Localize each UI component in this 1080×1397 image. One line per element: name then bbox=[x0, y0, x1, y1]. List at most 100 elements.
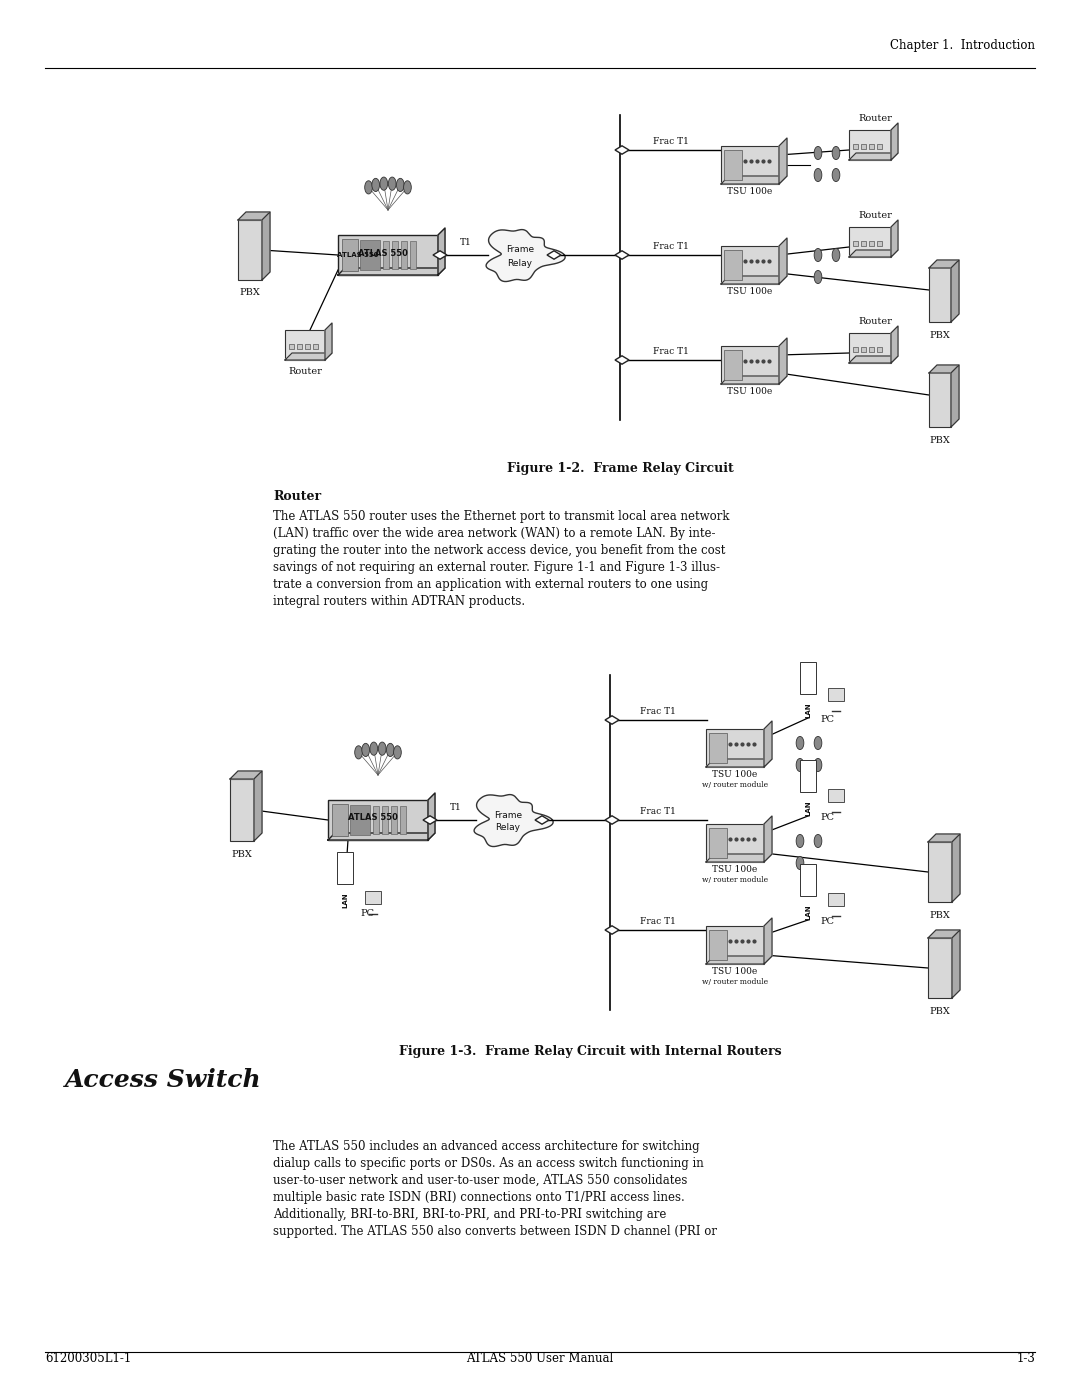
FancyBboxPatch shape bbox=[706, 824, 764, 862]
Text: Frac T1: Frac T1 bbox=[653, 346, 689, 356]
Text: Router: Router bbox=[859, 317, 892, 326]
Text: w/ router module: w/ router module bbox=[702, 978, 768, 986]
Text: Router: Router bbox=[288, 367, 322, 376]
Polygon shape bbox=[706, 759, 772, 767]
Text: TSU 100e: TSU 100e bbox=[727, 387, 772, 395]
FancyBboxPatch shape bbox=[328, 800, 428, 840]
Ellipse shape bbox=[814, 736, 822, 750]
Text: dialup calls to specific ports or DS0s. As an access switch functioning in: dialup calls to specific ports or DS0s. … bbox=[273, 1157, 704, 1171]
FancyBboxPatch shape bbox=[861, 346, 866, 352]
Text: Figure 1-3.  Frame Relay Circuit with Internal Routers: Figure 1-3. Frame Relay Circuit with Int… bbox=[399, 1045, 781, 1058]
Ellipse shape bbox=[378, 742, 386, 756]
Text: Router: Router bbox=[273, 490, 321, 503]
Polygon shape bbox=[433, 251, 447, 260]
FancyBboxPatch shape bbox=[861, 144, 866, 149]
FancyBboxPatch shape bbox=[877, 242, 882, 246]
Polygon shape bbox=[951, 834, 960, 902]
Text: The ATLAS 550 router uses the Ethernet port to transmit local area network: The ATLAS 550 router uses the Ethernet p… bbox=[273, 510, 729, 522]
Polygon shape bbox=[779, 338, 787, 384]
Polygon shape bbox=[721, 176, 787, 184]
Ellipse shape bbox=[372, 179, 379, 191]
Ellipse shape bbox=[365, 180, 373, 194]
Polygon shape bbox=[474, 795, 553, 847]
Polygon shape bbox=[779, 237, 787, 284]
Text: PC: PC bbox=[820, 813, 834, 821]
Polygon shape bbox=[285, 353, 332, 360]
Ellipse shape bbox=[814, 271, 822, 284]
Ellipse shape bbox=[396, 179, 404, 191]
Ellipse shape bbox=[833, 147, 840, 159]
Polygon shape bbox=[929, 260, 959, 268]
Polygon shape bbox=[605, 715, 619, 724]
Text: PBX: PBX bbox=[231, 849, 253, 859]
FancyBboxPatch shape bbox=[724, 351, 742, 380]
FancyBboxPatch shape bbox=[877, 346, 882, 352]
Text: Frame: Frame bbox=[505, 246, 535, 254]
Text: PBX: PBX bbox=[240, 288, 260, 298]
Text: trate a conversion from an application with external routers to one using: trate a conversion from an application w… bbox=[273, 578, 708, 591]
Text: w/ router module: w/ router module bbox=[702, 876, 768, 884]
Polygon shape bbox=[338, 268, 445, 275]
Text: TSU 100e: TSU 100e bbox=[713, 865, 758, 875]
FancyBboxPatch shape bbox=[853, 346, 858, 352]
Ellipse shape bbox=[370, 742, 378, 756]
Polygon shape bbox=[428, 793, 435, 840]
Polygon shape bbox=[328, 833, 435, 840]
Ellipse shape bbox=[354, 746, 363, 759]
Ellipse shape bbox=[796, 759, 804, 771]
FancyBboxPatch shape bbox=[800, 662, 816, 694]
Text: Relay: Relay bbox=[508, 258, 532, 267]
Polygon shape bbox=[706, 956, 772, 964]
Polygon shape bbox=[438, 228, 445, 275]
Text: T1: T1 bbox=[450, 803, 462, 812]
FancyBboxPatch shape bbox=[350, 805, 370, 835]
FancyBboxPatch shape bbox=[230, 780, 254, 841]
Polygon shape bbox=[721, 277, 787, 284]
FancyBboxPatch shape bbox=[297, 344, 302, 349]
Text: user-to-user network and user-to-user mode, ATLAS 550 consolidates: user-to-user network and user-to-user mo… bbox=[273, 1173, 687, 1187]
Ellipse shape bbox=[833, 249, 840, 261]
FancyBboxPatch shape bbox=[401, 242, 407, 270]
FancyBboxPatch shape bbox=[827, 689, 845, 701]
Polygon shape bbox=[764, 816, 772, 862]
FancyBboxPatch shape bbox=[877, 144, 882, 149]
FancyBboxPatch shape bbox=[365, 891, 381, 904]
FancyBboxPatch shape bbox=[373, 806, 379, 834]
Text: integral routers within ADTRAN products.: integral routers within ADTRAN products. bbox=[273, 595, 525, 608]
FancyBboxPatch shape bbox=[849, 130, 891, 161]
Text: multiple basic rate ISDN (BRI) connections onto T1/PRI access lines.: multiple basic rate ISDN (BRI) connectio… bbox=[273, 1192, 685, 1204]
FancyBboxPatch shape bbox=[853, 144, 858, 149]
Ellipse shape bbox=[814, 169, 822, 182]
Text: 1-3: 1-3 bbox=[1016, 1352, 1035, 1365]
Polygon shape bbox=[535, 816, 549, 824]
FancyBboxPatch shape bbox=[305, 344, 310, 349]
FancyBboxPatch shape bbox=[724, 149, 742, 180]
Text: The ATLAS 550 includes an advanced access architecture for switching: The ATLAS 550 includes an advanced acces… bbox=[273, 1140, 700, 1153]
FancyBboxPatch shape bbox=[929, 372, 951, 427]
Polygon shape bbox=[254, 771, 262, 841]
FancyBboxPatch shape bbox=[869, 346, 874, 352]
FancyBboxPatch shape bbox=[928, 937, 951, 997]
FancyBboxPatch shape bbox=[869, 242, 874, 246]
Text: LAN: LAN bbox=[805, 800, 811, 816]
Ellipse shape bbox=[814, 147, 822, 159]
FancyBboxPatch shape bbox=[827, 893, 845, 905]
Polygon shape bbox=[891, 123, 897, 161]
FancyBboxPatch shape bbox=[383, 242, 389, 270]
FancyBboxPatch shape bbox=[827, 789, 845, 802]
Text: TSU 100e: TSU 100e bbox=[713, 967, 758, 977]
Text: savings of not requiring an external router. Figure 1-1 and Figure 1-3 illus-: savings of not requiring an external rou… bbox=[273, 562, 720, 574]
Polygon shape bbox=[615, 145, 629, 154]
FancyBboxPatch shape bbox=[853, 242, 858, 246]
Text: TSU 100e: TSU 100e bbox=[727, 187, 772, 196]
FancyBboxPatch shape bbox=[869, 144, 874, 149]
Ellipse shape bbox=[814, 249, 822, 261]
Polygon shape bbox=[951, 365, 959, 427]
Polygon shape bbox=[615, 251, 629, 260]
Text: supported. The ATLAS 550 also converts between ISDN D channel (PRI or: supported. The ATLAS 550 also converts b… bbox=[273, 1225, 717, 1238]
Text: LAN: LAN bbox=[805, 904, 811, 919]
Text: Figure 1-2.  Frame Relay Circuit: Figure 1-2. Frame Relay Circuit bbox=[507, 462, 733, 475]
Text: PBX: PBX bbox=[930, 331, 950, 339]
FancyBboxPatch shape bbox=[289, 344, 294, 349]
Text: Access Switch: Access Switch bbox=[65, 1067, 261, 1092]
